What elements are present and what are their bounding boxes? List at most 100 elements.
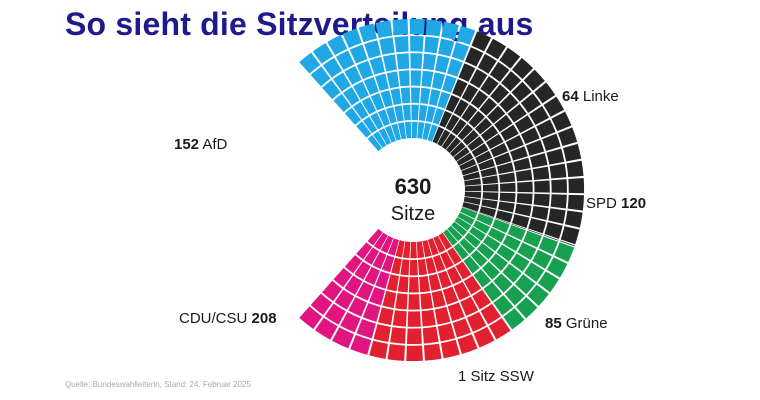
seat-block [404,121,412,139]
seat-block [358,23,377,43]
seat-block [499,93,519,113]
seat-block [425,257,437,275]
seat-block [499,182,516,192]
seat-block [370,93,385,111]
seat-block [457,334,478,354]
seat-block [379,37,395,55]
seat-block [538,236,559,255]
seat-block [532,166,550,180]
seat-block [557,127,578,147]
center-seat-count: 630 [395,174,432,199]
seat-block [469,226,486,242]
seat-block [332,72,351,92]
seat-block [562,143,582,162]
seat-block [440,339,460,359]
seat-block [322,80,341,100]
party-label-spd: SPD 120 [586,195,646,212]
seat-block [464,191,482,199]
seat-block [456,25,476,45]
seat-block [487,105,506,124]
seat-block [409,18,425,35]
seat-block [480,166,497,178]
seat-block [438,38,455,57]
spd-name: SPD [586,195,617,212]
seat-block [471,31,492,52]
seat-block [411,104,419,121]
seat-block [398,70,410,87]
seat-block [488,317,511,340]
seat-block [456,152,474,166]
seat-block [482,175,499,185]
seat-block [543,96,565,117]
svg-text:CDU/CSU 208: CDU/CSU 208 [179,310,277,327]
seat-block [496,162,514,175]
seat-block [471,143,489,158]
seat-block [400,259,410,276]
seat-block [505,135,524,151]
seat-block [507,104,527,123]
seat-block [373,232,388,250]
seat-block [398,122,407,140]
seat-block [437,129,451,147]
seat-block [482,183,499,192]
seat-block [367,228,383,246]
seat-block [333,93,351,113]
seat-block [441,133,456,150]
seat-block [454,217,472,231]
seat-block [410,53,423,69]
seat-block [483,282,503,302]
seat-block [470,90,488,109]
seat-block [462,129,479,146]
seat-block [533,193,550,207]
seat-block [411,87,421,104]
seat-block [523,69,545,91]
seat-block [382,54,397,72]
seat-block [469,69,488,89]
source-note: Quelle: Bundeswahlleiterin, Stand: 24. F… [65,380,251,389]
seat-block [424,36,440,54]
svg-text:85 Grüne: 85 Grüne [545,315,608,332]
seat-block [477,243,495,260]
seat-block [453,243,469,260]
party-label-linke: 64 Linke [562,88,619,105]
seat-block [447,247,462,265]
seat-block [369,56,385,75]
cdu-csu-name: CDU/CSU [179,310,247,327]
gruene-seats: 85 [545,315,562,332]
seat-block [447,302,465,322]
seat-block [363,76,379,95]
seat-block [478,158,495,171]
seat-block [524,262,545,283]
seat-group-cdu-csu [432,31,585,245]
seat-block [452,79,468,98]
seat-block [520,127,540,145]
seat-block [408,294,420,310]
seat-block [568,177,585,194]
seat-block [392,18,409,36]
seat-block [391,123,401,141]
seat-block [443,229,458,246]
seat-block [534,180,550,193]
seat-block [356,60,374,80]
center-seat-unit: Sitze [391,203,435,225]
seat-block [322,57,343,78]
seat-block [496,244,516,262]
seat-block [446,137,461,153]
seat-block [492,219,510,234]
seat-block [453,281,471,301]
seat-block [472,289,491,310]
seat-block [373,324,391,342]
seat-block [299,52,321,74]
seat-block [348,297,368,317]
seat-block [335,50,355,71]
seat-block [548,208,566,224]
seat-block [517,181,533,193]
seat-block [464,178,482,186]
gruene-name: Grüne [566,315,608,332]
seat-block [529,153,548,168]
seat-group-gr-ne [443,207,575,330]
seat-block [437,323,456,342]
seat-block [425,19,443,37]
seat-block [356,242,373,260]
